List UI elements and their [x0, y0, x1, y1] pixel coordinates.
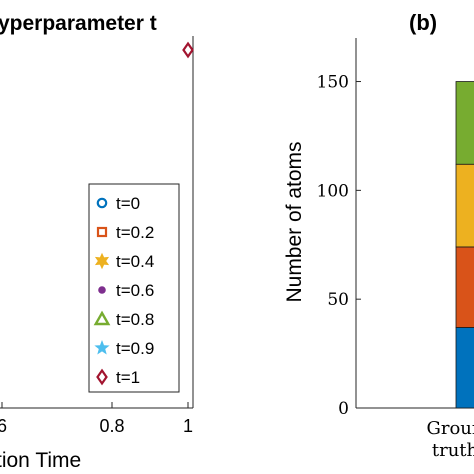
legend-label: t=0.6	[116, 281, 154, 300]
bar-segment	[455, 246, 474, 328]
legend-label: t=0	[116, 194, 140, 213]
legend-label: t=0.9	[116, 339, 154, 358]
panel-b-category-labels: Grountruth	[426, 418, 474, 461]
category-label-line: Groun	[426, 418, 474, 439]
legend-marker-triangle	[93, 310, 111, 326]
panel-a-data-points	[182, 41, 194, 59]
panel-a-x-axis-label: tion Time	[0, 449, 81, 472]
panel-b-y-ticks: 0 50 100 150	[317, 73, 361, 419]
x-tick-label: 0.8	[99, 416, 124, 436]
panel-b-y-axis-label: Number of atoms	[283, 141, 306, 302]
y-tick-label: 100	[317, 181, 349, 201]
y-tick-label: 150	[317, 73, 349, 93]
x-tick-label: 1	[183, 416, 193, 436]
legend-marker-circle	[96, 197, 108, 209]
legend-marker-pentagram	[94, 340, 110, 355]
y-tick-label: 0	[338, 399, 349, 419]
category-label-line: truth	[432, 440, 474, 461]
legend-marker-hexagram	[94, 252, 110, 270]
data-point	[182, 41, 194, 59]
bar-segment	[455, 163, 474, 248]
panel-a: yperparameter t 6 0.8 1 tion Time t=0t=0.2…	[0, 12, 194, 472]
legend-label: t=0.4	[116, 252, 154, 271]
panel-a-legend: t=0 t=0.2 t=0.4 t=0.6 t=0.8 t=0.9 t=1	[88, 183, 180, 393]
panel-b: (b) 0 50 100 150 Grountruth Number of atoms	[283, 10, 474, 461]
legend-marker-dot	[98, 286, 106, 294]
legend-label: t=0.2	[116, 223, 154, 242]
panel-a-x-ticks: 6 0.8 1	[0, 402, 193, 436]
legend-marker-diamond	[96, 368, 108, 386]
panel-b-label: (b)	[409, 10, 437, 35]
x-tick-label: 6	[0, 416, 7, 436]
bar-segment	[455, 81, 474, 165]
legend-label: t=1	[116, 368, 140, 387]
y-tick-label: 50	[327, 290, 349, 310]
legend-label: t=0.8	[116, 310, 154, 329]
bar-segment	[455, 327, 474, 409]
panel-b-bars	[455, 81, 474, 409]
panel-a-title: yperparameter t	[0, 12, 157, 35]
legend-marker-square	[96, 226, 108, 238]
